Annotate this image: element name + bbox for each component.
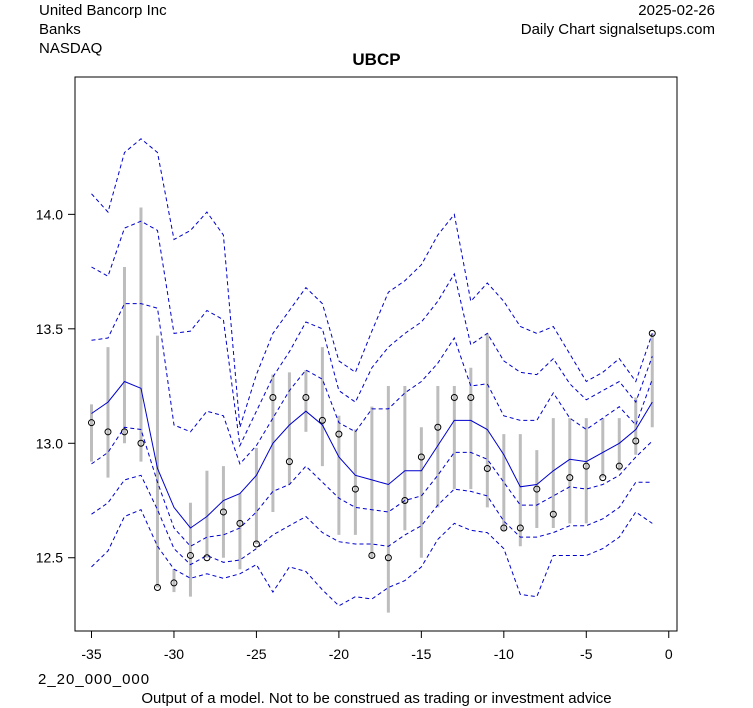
close-point (186, 551, 194, 559)
exchange-label: NASDAQ (39, 40, 103, 57)
x-tick-label: -30 (164, 646, 184, 662)
disclaimer: Output of a model. Not to be construed a… (141, 690, 612, 707)
close-point (582, 462, 590, 470)
close-point (401, 497, 409, 505)
close-point (104, 428, 112, 436)
close-point (384, 554, 392, 562)
close-point (153, 584, 161, 592)
range-bars (89, 207, 654, 613)
company-name: United Bancorp Inc (39, 2, 167, 19)
band-line-upper3 (91, 138, 653, 428)
close-point (450, 393, 458, 401)
y-tick-label: 13.5 (36, 321, 63, 337)
axes: -35 -30 -25 -20 -15 -10 -5 0 12.5 13.0 13.5 14.0 (36, 76, 678, 662)
x-tick-label: 0 (665, 646, 673, 662)
close-point (483, 464, 491, 472)
x-tick-label: -25 (246, 646, 266, 662)
close-point (236, 519, 244, 527)
close-point (467, 393, 475, 401)
close-point (252, 540, 260, 548)
y-tick-label: 14.0 (36, 206, 63, 222)
x-tick-label: -20 (329, 646, 349, 662)
close-point (219, 508, 227, 516)
close-point (203, 554, 211, 562)
chart-source: Daily Chart signalsetups.com (520, 21, 715, 38)
plot-frame (74, 76, 678, 632)
close-point (120, 428, 128, 436)
chart-date: 2025-02-26 (638, 2, 715, 19)
close-point (549, 510, 557, 518)
x-tick-label: -15 (411, 646, 431, 662)
close-point (170, 579, 178, 587)
close-point (318, 416, 326, 424)
close-point (632, 437, 640, 445)
band-line-upper2 (91, 220, 653, 448)
y-tick-label: 13.0 (36, 435, 63, 451)
chart-title: UBCP (352, 50, 401, 69)
band-line-lower1 (91, 426, 653, 547)
close-point (648, 329, 656, 337)
band-lines (91, 138, 653, 607)
model-code: 2_20_000_000 (38, 671, 151, 688)
close-point (417, 453, 425, 461)
close-point (615, 462, 623, 470)
close-point (434, 423, 442, 431)
close-point (269, 393, 277, 401)
band-line-mid (91, 380, 653, 529)
close-points (87, 329, 656, 592)
sector-label: Banks (39, 21, 81, 38)
close-point (351, 485, 359, 493)
close-point (285, 458, 293, 466)
close-point (335, 430, 343, 438)
close-point (368, 551, 376, 559)
close-point (516, 524, 524, 532)
close-point (599, 474, 607, 482)
close-point (500, 524, 508, 532)
close-point (137, 439, 145, 447)
x-tick-label: -5 (580, 646, 593, 662)
band-line-upper1 (91, 303, 653, 465)
x-tick-label: -10 (494, 646, 514, 662)
close-point (87, 419, 95, 427)
y-tick-label: 12.5 (36, 550, 63, 566)
close-point (533, 485, 541, 493)
close-point (566, 474, 574, 482)
x-tick-label: -35 (81, 646, 101, 662)
close-point (302, 393, 310, 401)
band-line-lower2 (91, 474, 653, 566)
